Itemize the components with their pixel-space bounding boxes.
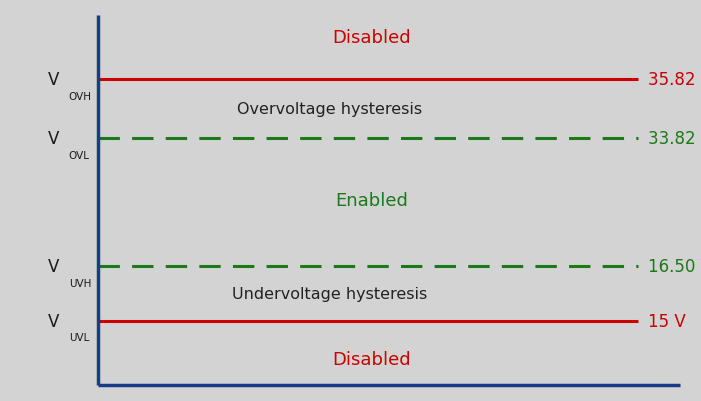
Text: Enabled: Enabled	[335, 192, 408, 209]
Text: 35.82 V: 35.82 V	[648, 71, 701, 89]
Text: OVH: OVH	[69, 92, 92, 102]
Text: 15 V: 15 V	[648, 312, 686, 330]
Text: Undervoltage hysteresis: Undervoltage hysteresis	[232, 286, 427, 301]
Text: Overvoltage hysteresis: Overvoltage hysteresis	[237, 101, 422, 117]
Text: Disabled: Disabled	[332, 29, 411, 47]
Text: 33.82 V: 33.82 V	[648, 130, 701, 147]
Text: OVL: OVL	[69, 150, 90, 160]
Text: 16.50 V: 16.50 V	[648, 258, 701, 275]
Text: UVL: UVL	[69, 333, 89, 342]
Text: UVH: UVH	[69, 279, 91, 288]
Text: V: V	[48, 312, 60, 330]
Text: V: V	[48, 71, 60, 89]
Text: V: V	[48, 258, 60, 275]
Text: Disabled: Disabled	[332, 350, 411, 368]
Text: V: V	[48, 130, 60, 147]
